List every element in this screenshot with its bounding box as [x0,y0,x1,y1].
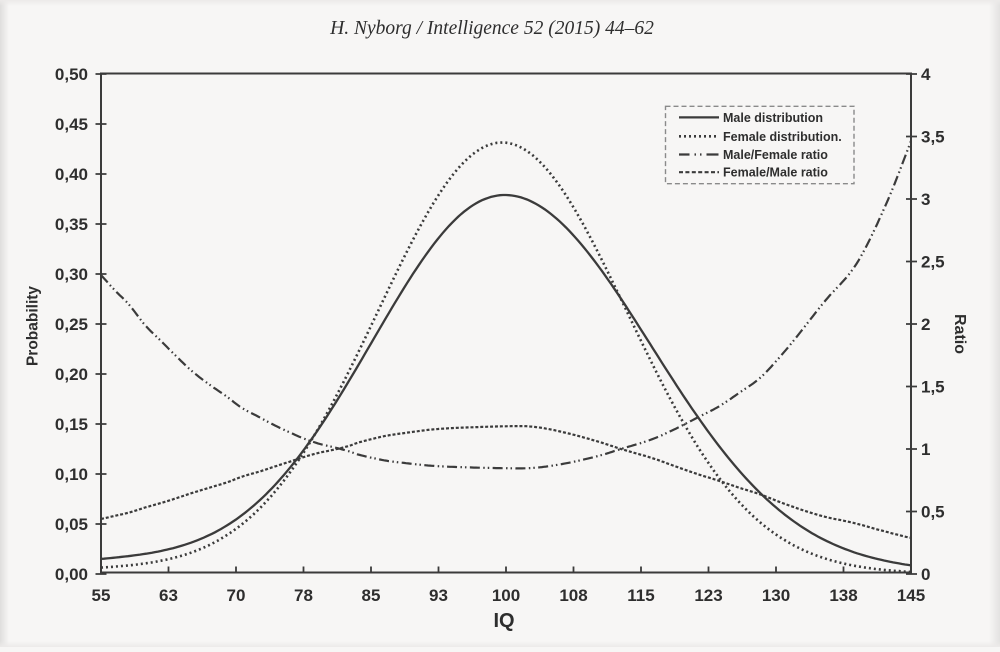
svg-text:0,40: 0,40 [55,165,88,184]
svg-text:115: 115 [627,586,654,605]
svg-text:0,30: 0,30 [55,265,88,284]
svg-text:Female/Male ratio: Female/Male ratio [723,166,828,180]
svg-text:123: 123 [694,586,722,605]
svg-text:3: 3 [921,190,930,209]
svg-text:0,45: 0,45 [55,115,88,134]
svg-text:2: 2 [921,315,930,334]
svg-text:1: 1 [921,440,930,459]
svg-text:145: 145 [897,586,925,605]
svg-text:0: 0 [921,565,930,584]
svg-text:0,05: 0,05 [55,515,88,534]
svg-text:2,5: 2,5 [921,253,945,272]
svg-text:1,5: 1,5 [921,378,945,397]
svg-text:H. Nyborg / Intelligence 52 (2: H. Nyborg / Intelligence 52 (2015) 44–62 [329,18,654,39]
svg-text:0,00: 0,00 [55,565,88,584]
svg-text:Probability: Probability [25,286,42,366]
svg-text:130: 130 [762,586,790,605]
svg-text:Male distribution: Male distribution [723,111,823,125]
svg-text:IQ: IQ [493,610,514,632]
svg-text:78: 78 [294,586,313,605]
svg-text:85: 85 [362,586,381,605]
svg-text:0,50: 0,50 [55,65,88,84]
svg-text:Female distribution.: Female distribution. [723,130,842,144]
svg-text:Ratio: Ratio [951,314,968,354]
svg-text:93: 93 [429,586,448,605]
svg-text:Male/Female ratio: Male/Female ratio [723,148,828,162]
svg-text:0,15: 0,15 [55,415,88,434]
svg-text:0,5: 0,5 [921,503,945,522]
svg-text:70: 70 [227,586,246,605]
svg-text:0,20: 0,20 [55,365,88,384]
svg-text:3,5: 3,5 [921,128,945,147]
svg-text:108: 108 [559,586,587,605]
svg-text:100: 100 [492,586,520,605]
svg-text:0,25: 0,25 [55,315,88,334]
svg-text:63: 63 [159,586,178,605]
svg-text:4: 4 [921,65,931,84]
svg-text:0,35: 0,35 [55,215,88,234]
svg-text:55: 55 [92,586,111,605]
svg-text:0,10: 0,10 [55,465,88,484]
svg-text:138: 138 [829,586,857,605]
